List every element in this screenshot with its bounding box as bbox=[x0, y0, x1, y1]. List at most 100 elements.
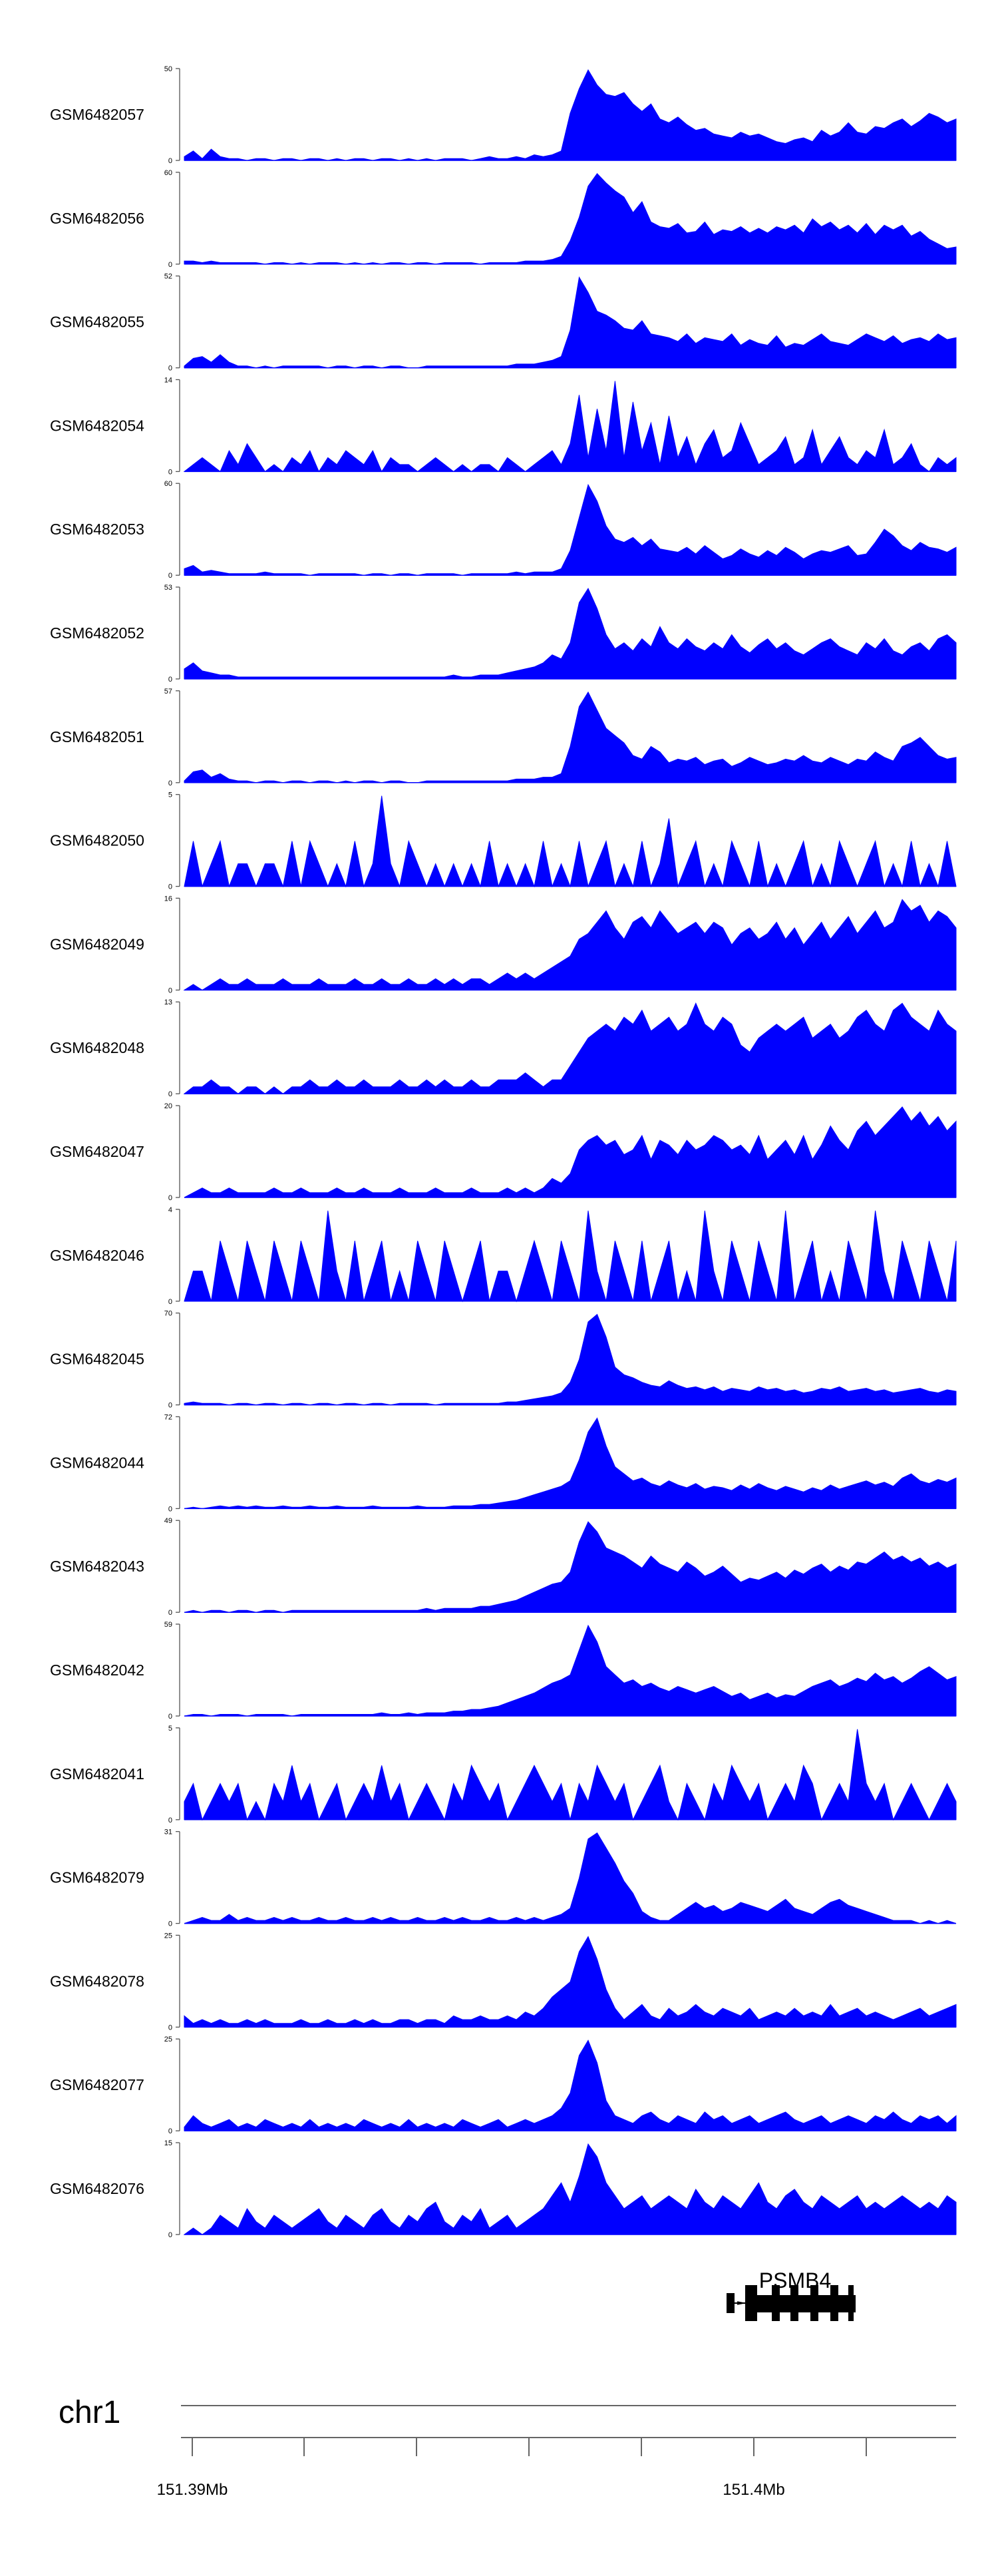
genomic-axis: 151.39Mb 151.4Mb bbox=[157, 2437, 956, 2499]
track-GSM6482048: GSM6482048 13 0 bbox=[50, 998, 957, 1098]
track-ymax-label: 53 bbox=[164, 584, 172, 592]
track-label: GSM6482041 bbox=[50, 1765, 144, 1783]
track-label: GSM6482057 bbox=[50, 106, 144, 123]
gene-model-psmb4[interactable]: PSMB4 bbox=[727, 2268, 856, 2321]
coverage-area bbox=[184, 691, 957, 783]
track-GSM6482042: GSM6482042 59 0 bbox=[50, 1621, 957, 1721]
track-ymax-label: 25 bbox=[164, 2036, 172, 2043]
track-label: GSM6482056 bbox=[50, 210, 144, 227]
track-ymin-label: 0 bbox=[168, 157, 172, 165]
coverage-area bbox=[184, 1832, 957, 1924]
track-ymax-label: 4 bbox=[168, 1206, 172, 1214]
track-label: GSM6482077 bbox=[50, 2076, 144, 2093]
track-ymin-label: 0 bbox=[168, 1713, 172, 1721]
track-label: GSM6482051 bbox=[50, 728, 144, 746]
track-label: GSM6482045 bbox=[50, 1351, 144, 1368]
gene-exon-4 bbox=[790, 2285, 798, 2321]
track-ymin-label: 0 bbox=[168, 1298, 172, 1306]
coverage-area bbox=[184, 1210, 957, 1303]
track-GSM6482046: GSM6482046 4 0 bbox=[50, 1206, 957, 1306]
track-GSM6482078: GSM6482078 25 0 bbox=[50, 1932, 957, 2032]
track-GSM6482055: GSM6482055 52 0 bbox=[50, 273, 957, 373]
track-ymax-label: 72 bbox=[164, 1413, 172, 1421]
track-GSM6482049: GSM6482049 16 0 bbox=[50, 895, 957, 994]
track-GSM6482077: GSM6482077 25 0 bbox=[50, 2036, 957, 2135]
track-label: GSM6482050 bbox=[50, 832, 144, 849]
track-ymin-label: 0 bbox=[168, 2231, 172, 2239]
coverage-area bbox=[183, 1002, 957, 1094]
track-ymin-label: 0 bbox=[168, 676, 172, 684]
track-ymax-label: 14 bbox=[164, 376, 172, 384]
track-label: GSM6482054 bbox=[50, 417, 144, 434]
track-ymin-label: 0 bbox=[168, 1817, 172, 1825]
coverage-area bbox=[184, 1624, 957, 1717]
track-ymax-label: 59 bbox=[164, 1621, 172, 1629]
track-label: GSM6482042 bbox=[50, 1661, 144, 1679]
track-GSM6482079: GSM6482079 31 0 bbox=[50, 1828, 957, 1928]
track-GSM6482045: GSM6482045 70 0 bbox=[50, 1310, 957, 1410]
coverage-area bbox=[184, 483, 957, 576]
gene-exon-2 bbox=[745, 2285, 757, 2321]
track-ymax-label: 16 bbox=[164, 895, 172, 903]
gene-exon-6 bbox=[830, 2285, 838, 2321]
chromosome-label: chr1 bbox=[59, 2395, 120, 2430]
track-ymin-label: 0 bbox=[168, 1402, 172, 1410]
coverage-tracks: GSM6482057500GSM6482056600GSM6482055520G… bbox=[50, 65, 957, 2239]
track-ymax-label: 15 bbox=[164, 2139, 172, 2147]
coverage-area bbox=[184, 587, 957, 680]
coverage-area bbox=[183, 2143, 957, 2235]
track-ymax-label: 70 bbox=[164, 1310, 172, 1318]
track-ymin-label: 0 bbox=[168, 572, 172, 580]
axis-label-start: 151.39Mb bbox=[157, 2481, 228, 2499]
track-label: GSM6482048 bbox=[50, 1039, 144, 1056]
track-ymin-label: 0 bbox=[168, 2024, 172, 2032]
gene-exon-1 bbox=[727, 2293, 735, 2313]
track-GSM6482056: GSM6482056 60 0 bbox=[50, 169, 957, 269]
track-ymax-label: 5 bbox=[168, 791, 172, 799]
track-GSM6482041: GSM6482041 5 0 bbox=[50, 1725, 957, 1825]
track-ymax-label: 49 bbox=[164, 1517, 172, 1525]
track-GSM6482054: GSM6482054 14 0 bbox=[50, 376, 957, 476]
track-ymax-label: 50 bbox=[164, 65, 172, 73]
track-label: GSM6482043 bbox=[50, 1558, 144, 1575]
track-ymin-label: 0 bbox=[168, 1194, 172, 1202]
track-ymin-label: 0 bbox=[168, 1920, 172, 1928]
track-label: GSM6482049 bbox=[50, 935, 144, 953]
track-label: GSM6482078 bbox=[50, 1972, 144, 1990]
axis-label-end: 151.4Mb bbox=[723, 2481, 784, 2499]
track-ymax-label: 25 bbox=[164, 1932, 172, 1940]
track-ymin-label: 0 bbox=[168, 468, 172, 476]
track-ymin-label: 0 bbox=[168, 883, 172, 891]
track-GSM6482047: GSM6482047 20 0 bbox=[50, 1102, 957, 1202]
coverage-area bbox=[184, 1729, 957, 1821]
gene-exon-7 bbox=[848, 2285, 854, 2321]
coverage-area bbox=[184, 795, 957, 888]
track-label: GSM6482076 bbox=[50, 2180, 144, 2197]
track-ymax-label: 31 bbox=[164, 1828, 172, 1836]
track-GSM6482053: GSM6482053 60 0 bbox=[50, 480, 957, 580]
coverage-area bbox=[184, 173, 957, 265]
track-ymax-label: 52 bbox=[164, 273, 172, 281]
track-GSM6482043: GSM6482043 49 0 bbox=[50, 1517, 957, 1617]
track-label: GSM6482079 bbox=[50, 1869, 144, 1886]
gene-exon-3 bbox=[772, 2285, 780, 2321]
track-GSM6482057: GSM6482057 50 0 bbox=[50, 65, 957, 165]
coverage-area bbox=[184, 1106, 957, 1198]
track-ymax-label: 5 bbox=[168, 1725, 172, 1733]
coverage-area bbox=[183, 899, 957, 990]
track-GSM6482050: GSM6482050 5 0 bbox=[50, 791, 957, 891]
track-ymin-label: 0 bbox=[168, 1090, 172, 1098]
coverage-area bbox=[184, 276, 957, 369]
track-ymax-label: 57 bbox=[164, 688, 172, 696]
track-ymin-label: 0 bbox=[168, 261, 172, 269]
track-label: GSM6482046 bbox=[50, 1247, 144, 1264]
gene-exon-5 bbox=[810, 2285, 818, 2321]
track-ymin-label: 0 bbox=[168, 365, 172, 373]
track-ymin-label: 0 bbox=[168, 1609, 172, 1617]
track-label: GSM6482053 bbox=[50, 521, 144, 538]
track-GSM6482076: GSM6482076 15 0 bbox=[50, 2139, 957, 2239]
coverage-area bbox=[183, 381, 957, 473]
track-ymax-label: 60 bbox=[164, 169, 172, 177]
coverage-area bbox=[184, 1417, 957, 1509]
